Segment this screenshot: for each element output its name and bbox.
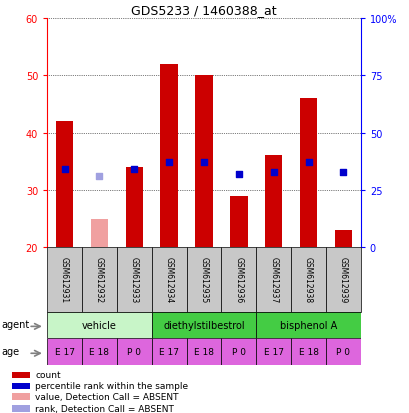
Text: rank, Detection Call = ABSENT: rank, Detection Call = ABSENT: [35, 404, 174, 413]
Text: E 18: E 18: [193, 348, 213, 356]
Point: [339, 169, 346, 176]
Bar: [47, 339, 82, 366]
Bar: [221, 248, 256, 312]
Point: [305, 160, 311, 166]
Text: E 17: E 17: [54, 348, 74, 356]
Text: GSM612932: GSM612932: [95, 257, 103, 303]
Point: [131, 166, 137, 173]
Bar: [256, 339, 290, 366]
Text: E 17: E 17: [263, 348, 283, 356]
Bar: [334, 230, 351, 248]
Point: [235, 171, 242, 178]
Bar: [186, 248, 221, 312]
Bar: [229, 196, 247, 248]
Bar: [117, 339, 151, 366]
Point: [166, 160, 172, 166]
Bar: [82, 248, 117, 312]
Bar: [125, 168, 143, 248]
Text: GSM612934: GSM612934: [164, 257, 173, 303]
Bar: [12, 394, 30, 400]
Point: [61, 166, 68, 173]
Bar: [151, 312, 256, 339]
Text: value, Detection Call = ABSENT: value, Detection Call = ABSENT: [35, 392, 178, 401]
Bar: [90, 219, 108, 248]
Bar: [117, 248, 151, 312]
Bar: [325, 248, 360, 312]
Text: E 17: E 17: [159, 348, 179, 356]
Bar: [12, 372, 30, 378]
Text: GSM612939: GSM612939: [338, 257, 347, 303]
Text: vehicle: vehicle: [82, 320, 117, 330]
Title: GDS5233 / 1460388_at: GDS5233 / 1460388_at: [131, 5, 276, 17]
Bar: [12, 382, 30, 389]
Bar: [290, 248, 325, 312]
Point: [200, 160, 207, 166]
Text: GSM612937: GSM612937: [269, 257, 277, 303]
Text: percentile rank within the sample: percentile rank within the sample: [35, 382, 188, 390]
Text: P 0: P 0: [127, 348, 141, 356]
Bar: [151, 339, 186, 366]
Text: age: age: [1, 346, 19, 356]
Bar: [256, 248, 290, 312]
Bar: [56, 122, 73, 248]
Point: [270, 169, 276, 176]
Text: bisphenol A: bisphenol A: [279, 320, 336, 330]
Bar: [160, 64, 178, 248]
Bar: [264, 156, 282, 248]
Text: count: count: [35, 370, 61, 380]
Bar: [12, 405, 30, 412]
Text: GSM612936: GSM612936: [234, 257, 243, 303]
Text: GSM612938: GSM612938: [303, 257, 312, 303]
Bar: [290, 339, 325, 366]
Text: P 0: P 0: [335, 348, 350, 356]
Bar: [151, 248, 186, 312]
Bar: [299, 99, 317, 248]
Bar: [325, 339, 360, 366]
Text: E 18: E 18: [89, 348, 109, 356]
Text: diethylstilbestrol: diethylstilbestrol: [163, 320, 244, 330]
Point: [96, 173, 103, 180]
Bar: [47, 248, 82, 312]
Bar: [256, 312, 360, 339]
Bar: [186, 339, 221, 366]
Text: agent: agent: [1, 319, 29, 329]
Bar: [47, 312, 151, 339]
Bar: [82, 339, 117, 366]
Text: GSM612935: GSM612935: [199, 257, 208, 303]
Text: GSM612931: GSM612931: [60, 257, 69, 303]
Bar: [195, 76, 212, 248]
Text: E 18: E 18: [298, 348, 318, 356]
Text: GSM612933: GSM612933: [130, 257, 138, 303]
Bar: [221, 339, 256, 366]
Text: P 0: P 0: [231, 348, 245, 356]
